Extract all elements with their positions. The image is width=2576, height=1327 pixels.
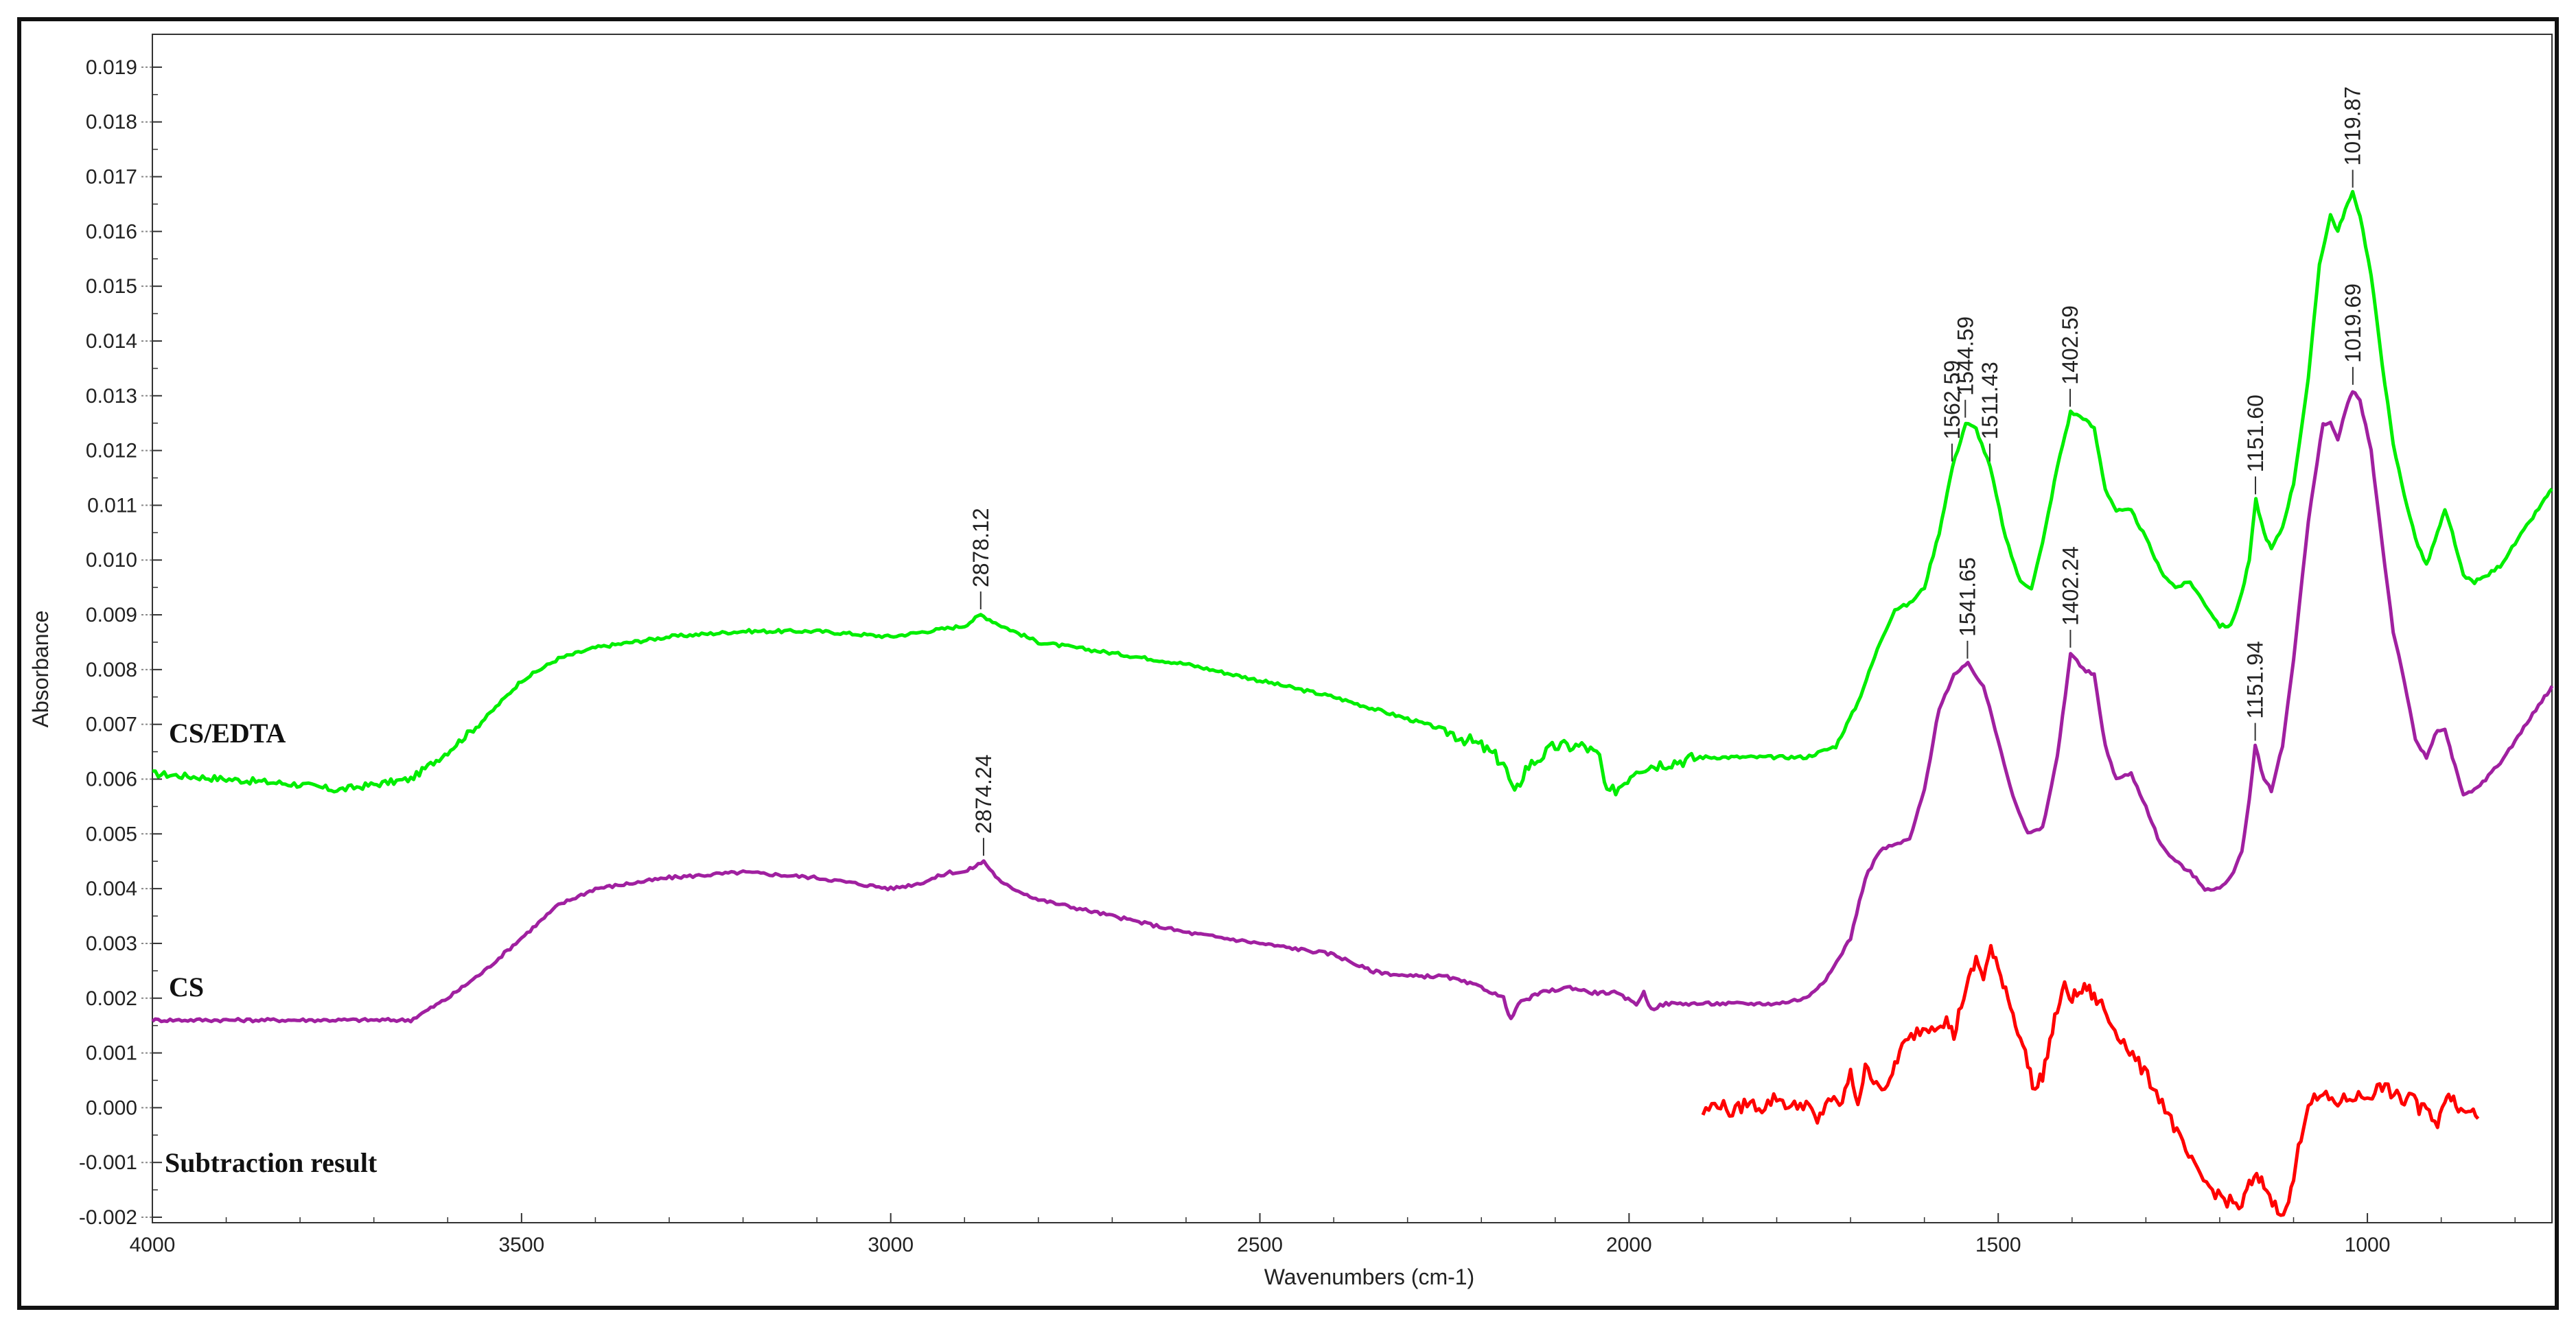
peak-label: 1511.43 [1977, 362, 2002, 439]
series-layer [151, 189, 2554, 1217]
y-tick-label: 0.012 [86, 440, 137, 462]
x-tick-label: 3500 [498, 1234, 544, 1256]
x-tick-label: 2000 [1606, 1234, 1652, 1256]
series-label: CS [169, 972, 204, 1002]
peak-label: 2874.24 [971, 755, 996, 834]
y-tick-label: 0.017 [86, 166, 137, 189]
peak-label: 2878.12 [968, 508, 993, 587]
y-tick-label: 0.015 [86, 275, 137, 298]
y-tick-label: 0.001 [86, 1042, 137, 1065]
peak-label: 1151.94 [2243, 641, 2268, 718]
plot-area [152, 34, 2553, 1223]
x-tick-label: 3000 [868, 1234, 914, 1256]
y-tick-label: 0.010 [86, 549, 137, 572]
y-axis-title: Absorbance [28, 611, 53, 728]
y-tick-label: 0.009 [86, 604, 137, 626]
peak-label: 1562.59 [1940, 360, 1964, 440]
series-labels: CS/EDTA CS Subtraction result [165, 718, 378, 1178]
x-tick-label: 1500 [1975, 1234, 2021, 1256]
y-tick-label: 0.003 [86, 932, 137, 955]
figure-border [17, 17, 2559, 1310]
peak-label: 1541.65 [1955, 557, 1980, 637]
series-line-subtraction-result [1701, 943, 2480, 1217]
y-tick-label: 0.019 [86, 56, 137, 79]
y-tick-label: -0.002 [79, 1206, 137, 1229]
x-tick-label: 4000 [130, 1234, 176, 1256]
y-tick-label: 0.014 [86, 330, 137, 353]
y-tick-label: 0.006 [86, 768, 137, 790]
y-tick-label: 0.011 [87, 494, 137, 517]
y-tick-label: 0.005 [86, 823, 137, 845]
peak-label: 1402.59 [2058, 305, 2082, 385]
y-tick-label: 0.013 [86, 385, 137, 408]
series-label: Subtraction result [165, 1147, 378, 1178]
x-tick-label: 1000 [2345, 1234, 2391, 1256]
y-tick-label: 0.016 [86, 220, 137, 243]
x-axis-title: Wavenumbers (cm-1) [1264, 1265, 1474, 1289]
y-tick-label: 0.002 [86, 987, 137, 1010]
series-label: CS/EDTA [169, 718, 286, 749]
y-tick-label: 0.007 [86, 714, 137, 736]
x-tick-label: 2500 [1237, 1234, 1283, 1256]
y-axis: -0.002 -0.001 0.000 0.001 0.002 0.003 0.004 0.0… [79, 56, 162, 1229]
peak-label: 1019.69 [2341, 283, 2365, 363]
y-tick-label: 0.000 [86, 1096, 137, 1119]
x-axis: 4000 3500 3000 2500 2000 1500 1000 [130, 1213, 2516, 1256]
peak-label: 1402.24 [2058, 546, 2082, 626]
series-line-cs [151, 390, 2554, 1024]
y-tick-label: -0.001 [79, 1151, 137, 1174]
series-line-cs-edta [152, 189, 2553, 797]
y-tick-label: 0.004 [86, 878, 137, 900]
y-tick-label: 0.018 [86, 111, 137, 134]
peak-label: 1151.60 [2243, 395, 2268, 472]
peak-label: 1544.59 [1953, 316, 1977, 396]
y-tick-label: 0.008 [86, 659, 137, 681]
peak-label: 1019.87 [2341, 86, 2365, 166]
